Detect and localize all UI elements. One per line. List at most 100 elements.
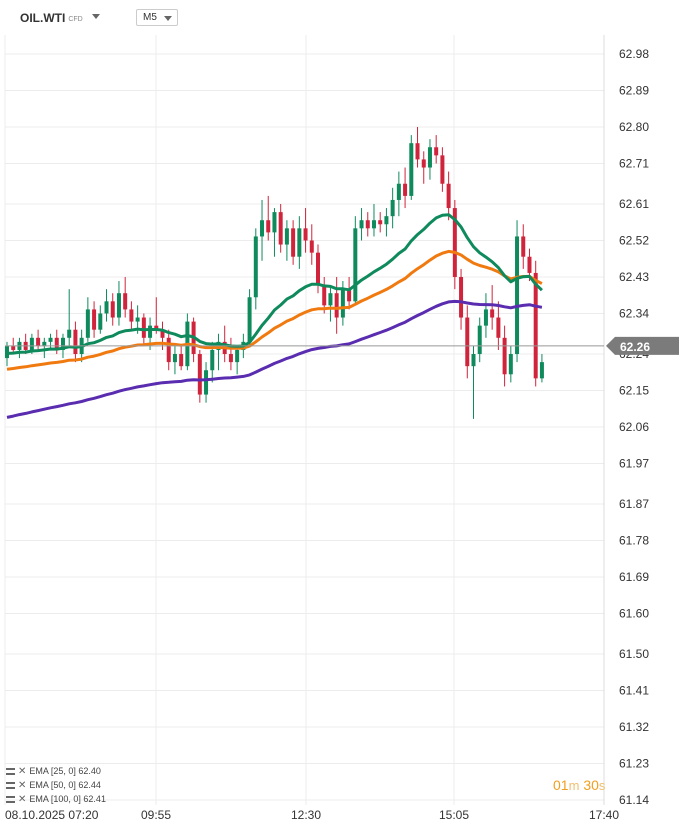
- candle-body: [477, 325, 482, 355]
- candle-body: [36, 337, 41, 346]
- candle-body: [396, 183, 401, 200]
- candle-body: [166, 337, 171, 363]
- legend-label: EMA [25, 0] 62.40: [29, 766, 101, 776]
- candle-body: [365, 220, 370, 229]
- candle-body: [204, 370, 209, 395]
- countdown-seconds: 30: [583, 777, 599, 793]
- y-tick-label: 61.41: [619, 684, 649, 698]
- x-tick-label: 09:55: [141, 808, 171, 822]
- y-tick-label: 62.80: [619, 120, 649, 134]
- close-icon[interactable]: ✕: [18, 765, 27, 777]
- countdown-seconds-unit: s: [598, 778, 606, 793]
- candle-body: [415, 143, 420, 160]
- candle-body: [427, 147, 432, 168]
- y-tick-label: 62.34: [619, 306, 649, 320]
- legend-item-ema50[interactable]: ✕ EMA [50, 0] 62.44: [6, 778, 106, 792]
- y-tick-label: 61.97: [619, 456, 649, 470]
- chevron-down-icon[interactable]: [92, 14, 100, 19]
- candle-body: [272, 212, 277, 233]
- y-tick-label: 62.15: [619, 384, 649, 398]
- candle-countdown: 01m 30s: [553, 777, 605, 793]
- y-tick-label: 61.23: [619, 757, 649, 771]
- current-price-tag: [606, 336, 679, 355]
- y-tick-label: 61.78: [619, 534, 649, 548]
- countdown-minutes-unit: m: [568, 778, 580, 793]
- y-tick-label: 61.69: [619, 570, 649, 584]
- y-tick-label: 62.06: [619, 420, 649, 434]
- x-tick-label: 08.10.2025 07:20: [5, 808, 99, 822]
- candle-body: [490, 309, 495, 318]
- candle-body: [210, 349, 215, 371]
- candle-body: [340, 289, 345, 318]
- settings-icon[interactable]: [6, 767, 15, 775]
- candle-body: [452, 208, 457, 277]
- candle-body: [440, 155, 445, 184]
- candle-body: [141, 317, 146, 338]
- candle-body: [148, 325, 153, 338]
- candle-body: [98, 313, 103, 330]
- y-tick-label: 62.61: [619, 197, 649, 211]
- timeframe-dropdown[interactable]: M5: [136, 9, 178, 26]
- candle-body: [123, 293, 128, 310]
- candle-body: [42, 341, 47, 346]
- current-price-label: 62.26: [620, 340, 650, 354]
- legend-item-ema100[interactable]: ✕ EMA [100, 0] 62.41: [6, 792, 106, 806]
- candle-body: [179, 354, 184, 367]
- x-tick-label: 15:05: [439, 808, 469, 822]
- candle-body: [508, 354, 513, 375]
- legend-item-ema25[interactable]: ✕ EMA [25, 0] 62.40: [6, 764, 106, 778]
- candle-body: [533, 272, 538, 379]
- candle-body: [309, 240, 314, 253]
- close-icon[interactable]: ✕: [18, 779, 27, 791]
- candle-body: [353, 228, 358, 302]
- candle-body: [172, 354, 177, 363]
- candle-body: [483, 309, 488, 326]
- candle-body: [390, 199, 395, 217]
- y-tick-label: 61.32: [619, 720, 649, 734]
- y-tick-label: 61.60: [619, 607, 649, 621]
- candle-body: [154, 325, 159, 330]
- candle-body: [135, 317, 140, 322]
- candle-body: [446, 183, 451, 209]
- candle-body: [421, 159, 426, 168]
- y-tick-label: 62.52: [619, 234, 649, 248]
- candle-body: [515, 236, 520, 355]
- y-tick-label: 62.98: [619, 47, 649, 61]
- candle-body: [371, 220, 376, 229]
- legend-label: EMA [100, 0] 62.41: [29, 794, 106, 804]
- y-tick-label: 61.87: [619, 497, 649, 511]
- close-icon[interactable]: ✕: [18, 793, 27, 805]
- ema50-line: [6, 249, 543, 371]
- x-tick-label: 12:30: [291, 808, 321, 822]
- settings-icon[interactable]: [6, 781, 15, 789]
- candle-body: [434, 147, 439, 156]
- chevron-down-icon: [164, 16, 172, 21]
- candle-body: [235, 349, 240, 363]
- candle-body: [11, 345, 16, 350]
- candle-body: [253, 236, 258, 298]
- symbol-selector[interactable]: OIL.WTI CFD: [20, 11, 83, 25]
- y-tick-label: 61.14: [619, 793, 649, 807]
- chart-toolbar: OIL.WTI CFD M5: [0, 0, 679, 34]
- candle-body: [471, 354, 476, 367]
- candle-body: [465, 317, 470, 367]
- candle-body: [247, 297, 252, 342]
- candle-body: [260, 220, 265, 237]
- candle-body: [539, 362, 544, 379]
- candle-body: [228, 354, 233, 363]
- candle-body: [92, 309, 97, 330]
- candle-body: [347, 289, 352, 302]
- countdown-minutes: 01: [553, 777, 569, 793]
- candle-body: [297, 228, 302, 257]
- candle-body: [521, 236, 526, 257]
- candle-body: [29, 337, 34, 350]
- candle-body: [284, 228, 289, 245]
- candle-body: [110, 301, 115, 318]
- x-tick-label: 17:40: [589, 808, 619, 822]
- candle-body: [322, 285, 327, 306]
- y-tick-label: 62.43: [619, 270, 649, 284]
- settings-icon[interactable]: [6, 795, 15, 803]
- candle-body: [409, 143, 414, 196]
- candle-body: [328, 293, 333, 306]
